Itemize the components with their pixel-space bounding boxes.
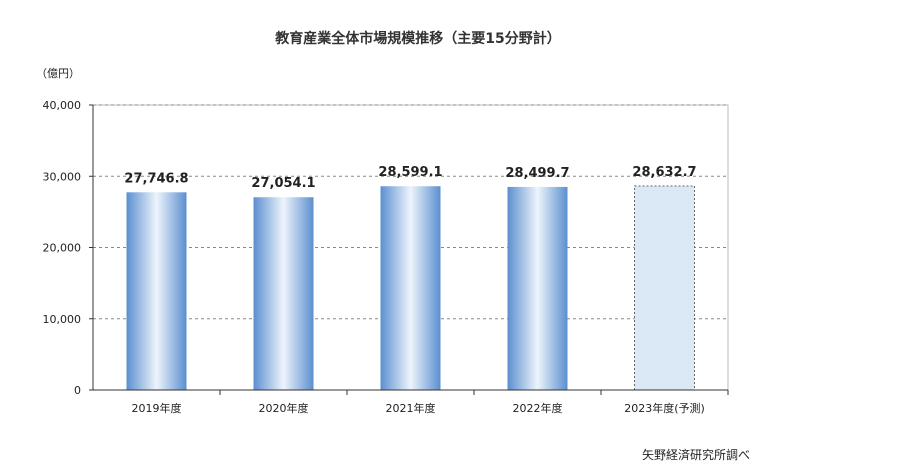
x-tick-label: 2022年度 bbox=[513, 401, 563, 415]
y-unit-label: （億円） bbox=[36, 67, 80, 80]
gridlines bbox=[93, 104, 728, 320]
y-tick-label: 0 bbox=[74, 384, 81, 397]
bar-forecast bbox=[634, 185, 695, 391]
data-label: 28,499.7 bbox=[505, 166, 569, 181]
y-tick-label: 40,000 bbox=[43, 99, 82, 112]
x-tick-label: 2021年度 bbox=[386, 401, 436, 415]
x-tick-label: 2020年度 bbox=[259, 401, 309, 415]
y-tick-label: 30,000 bbox=[43, 170, 82, 183]
x-tick-labels: 2019年度 2020年度 2021年度 2022年度 2023年度(予測) bbox=[132, 390, 729, 415]
data-label: 28,599.1 bbox=[378, 165, 442, 180]
data-label: 28,632.7 bbox=[632, 165, 696, 180]
bar bbox=[507, 186, 568, 390]
bar bbox=[253, 197, 314, 390]
y-tick-labels: 0 10,000 20,000 30,000 40,000 bbox=[43, 99, 93, 397]
y-tick-label: 20,000 bbox=[43, 242, 82, 255]
x-tick-label: 2023年度(予測) bbox=[624, 401, 705, 415]
data-label: 27,746.8 bbox=[124, 171, 188, 186]
chart-title: 教育産業全体市場規模推移（主要15分野計） bbox=[275, 30, 560, 47]
bar bbox=[380, 186, 441, 390]
source-note: 矢野経済研究所調べ bbox=[642, 447, 750, 462]
x-tick-label: 2019年度 bbox=[132, 401, 182, 415]
bars bbox=[126, 185, 695, 391]
bar bbox=[126, 192, 187, 390]
data-labels: 27,746.8 27,054.1 28,599.1 28,499.7 28,632.7 bbox=[124, 165, 696, 191]
data-label: 27,054.1 bbox=[251, 176, 315, 191]
y-tick-label: 10,000 bbox=[43, 313, 82, 326]
